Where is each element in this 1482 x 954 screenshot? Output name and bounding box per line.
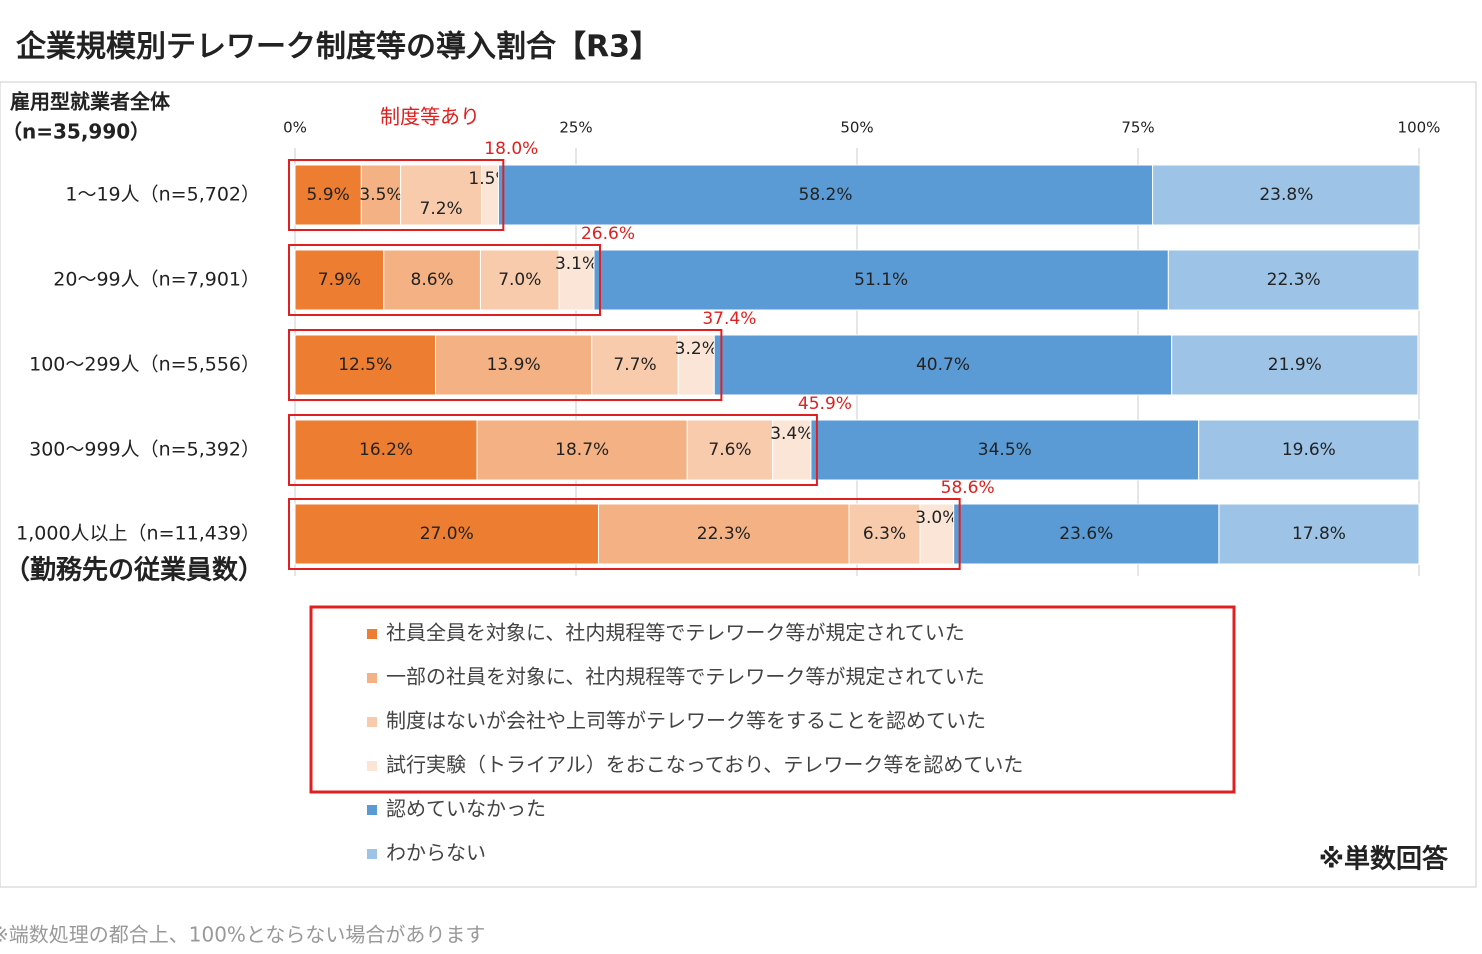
value-label: 7.9% bbox=[318, 270, 361, 290]
value-label: 17.8% bbox=[1292, 524, 1346, 544]
total-label: 18.0% bbox=[484, 139, 538, 159]
value-label: 7.7% bbox=[613, 355, 656, 375]
bar-segment bbox=[294, 419, 478, 481]
footnote: ※端数処理の都合上、100%とならない場合があります bbox=[0, 923, 485, 947]
value-label: 3.2% bbox=[675, 339, 718, 359]
legend-swatch bbox=[367, 629, 377, 639]
value-label: 12.5% bbox=[338, 355, 392, 375]
legend-label: 認めていなかった bbox=[386, 797, 546, 821]
bar-segment bbox=[591, 334, 679, 396]
value-label: 19.6% bbox=[1282, 440, 1336, 460]
annotation: 制度等あり bbox=[380, 105, 480, 129]
bar-segment bbox=[1171, 334, 1419, 396]
bar-segment bbox=[593, 249, 1169, 311]
legend-swatch bbox=[367, 717, 377, 727]
value-label: 22.3% bbox=[1267, 270, 1321, 290]
bar-segment bbox=[597, 503, 850, 565]
header-n: （n=35,990） bbox=[2, 120, 150, 144]
y-tick-label: 100〜299人（n=5,556） bbox=[29, 354, 260, 376]
value-label: 3.1% bbox=[555, 254, 598, 274]
value-label: 13.9% bbox=[487, 355, 541, 375]
value-label: 34.5% bbox=[978, 440, 1032, 460]
legend-swatch bbox=[367, 761, 377, 771]
bar-segment bbox=[810, 419, 1200, 481]
legend-label: 一部の社員を対象に、社内規程等でテレワーク等が規定されていた bbox=[386, 665, 985, 689]
bar-segment bbox=[435, 334, 593, 396]
value-label: 58.2% bbox=[799, 185, 853, 205]
x-tick-label: 75% bbox=[1121, 119, 1154, 137]
legend-label: わからない bbox=[386, 841, 486, 865]
value-label: 16.2% bbox=[359, 440, 413, 460]
legend-label: 試行実験（トライアル）をおこなっており、テレワーク等を認めていた bbox=[386, 753, 1023, 777]
legend-swatch bbox=[367, 805, 377, 815]
value-label: 23.6% bbox=[1059, 524, 1113, 544]
bar-segment bbox=[1167, 249, 1420, 311]
y-axis-label: （勤務先の従業員数） bbox=[4, 556, 264, 586]
bar-segment bbox=[400, 164, 483, 226]
total-label: 45.9% bbox=[798, 394, 852, 414]
note: ※単数回答 bbox=[1319, 844, 1449, 875]
total-label: 58.6% bbox=[941, 478, 995, 498]
chart-title: 企業規模別テレワーク制度等の導入割合【R3】 bbox=[16, 30, 660, 65]
value-label: 23.8% bbox=[1259, 185, 1313, 205]
y-tick-label: 20〜99人（n=7,901） bbox=[53, 269, 260, 291]
value-label: 27.0% bbox=[420, 524, 474, 544]
bar-segment bbox=[1218, 503, 1420, 565]
highlight-box bbox=[288, 244, 601, 316]
bar-segment bbox=[713, 334, 1173, 396]
x-tick-label: 0% bbox=[283, 119, 307, 137]
bar-segment bbox=[772, 419, 812, 481]
value-label: 5.9% bbox=[307, 185, 350, 205]
value-label: 3.5% bbox=[359, 185, 402, 205]
legend-label: 制度はないが会社や上司等がテレワーク等をすることを認めていた bbox=[386, 709, 986, 733]
value-label: 6.3% bbox=[863, 524, 906, 544]
legend-label: 社員全員を対象に、社内規程等でテレワーク等が規定されていた bbox=[386, 621, 965, 645]
total-label: 26.6% bbox=[581, 224, 635, 244]
bar-segment bbox=[294, 249, 385, 311]
total-label: 37.4% bbox=[702, 309, 756, 329]
bar-segment bbox=[558, 249, 595, 311]
legend-swatch bbox=[367, 673, 377, 683]
y-tick-label: 1〜19人（n=5,702） bbox=[65, 184, 260, 206]
y-tick-label: 1,000人以上（n=11,439） bbox=[16, 523, 260, 545]
bar-segment bbox=[497, 164, 1154, 226]
value-label: 22.3% bbox=[697, 524, 751, 544]
value-label: 3.0% bbox=[915, 508, 958, 528]
legend-swatch bbox=[367, 849, 377, 859]
highlight-box bbox=[288, 159, 505, 231]
bar-segment bbox=[1198, 419, 1420, 481]
value-label: 40.7% bbox=[916, 355, 970, 375]
header-label: 雇用型就業者全体 bbox=[10, 90, 171, 114]
value-label: 7.6% bbox=[708, 440, 751, 460]
highlight-box bbox=[288, 498, 961, 570]
bar-segment bbox=[677, 334, 715, 396]
value-label: 7.0% bbox=[498, 270, 541, 290]
value-label: 21.9% bbox=[1268, 355, 1322, 375]
value-label: 8.6% bbox=[411, 270, 454, 290]
x-tick-label: 50% bbox=[840, 119, 873, 137]
value-label: 51.1% bbox=[854, 270, 908, 290]
bar-segment bbox=[919, 503, 955, 565]
value-label: 3.4% bbox=[770, 424, 813, 444]
highlight-box bbox=[288, 414, 818, 486]
legend-highlight bbox=[309, 605, 1236, 794]
bar-segment bbox=[1152, 164, 1421, 226]
value-label: 7.2% bbox=[420, 199, 463, 219]
value-label: 18.7% bbox=[555, 440, 609, 460]
bar-segment bbox=[686, 419, 774, 481]
y-tick-label: 300〜999人（n=5,392） bbox=[29, 439, 260, 461]
bar-segment bbox=[294, 334, 436, 396]
x-tick-label: 100% bbox=[1398, 119, 1441, 137]
x-tick-label: 25% bbox=[559, 119, 592, 137]
bar-segment bbox=[848, 503, 921, 565]
bar-segment bbox=[479, 249, 560, 311]
highlight-box bbox=[288, 329, 723, 401]
